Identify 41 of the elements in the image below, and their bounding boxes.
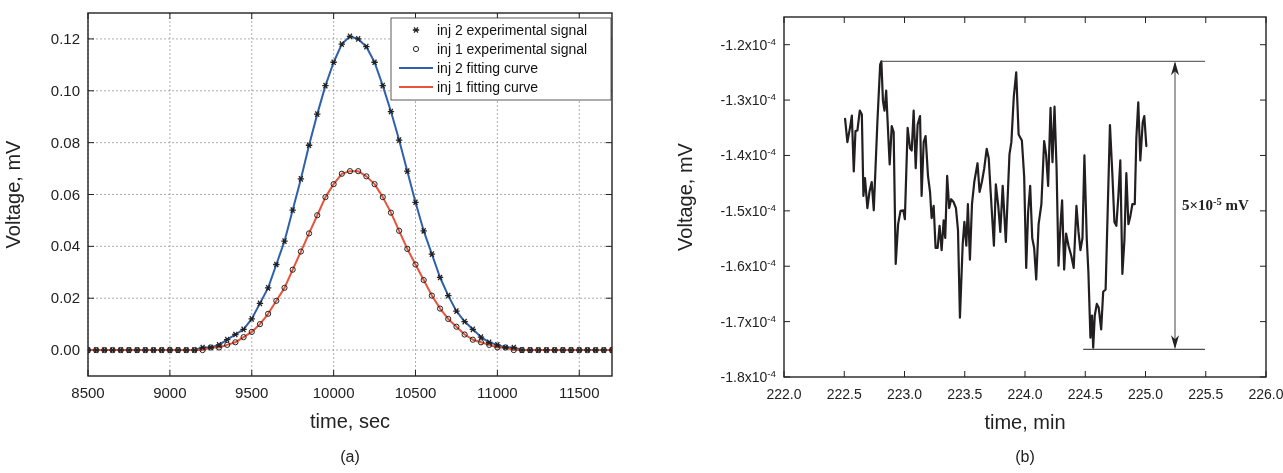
y-tick-label: 0.02 [50,289,80,307]
x-axis-title: time, min [984,411,1066,433]
x-tick-label: 9000 [153,384,187,401]
x-tick-label: 222.0 [766,386,802,402]
y-tick-label: 0.08 [50,133,80,151]
x-tick-label: 224.0 [1007,386,1043,402]
text: (b) [1015,448,1035,465]
y-tick-label: -1.6x10$^{-4}$ [720,256,777,275]
y-tick-label: 0.06 [50,185,80,203]
x-tick-label: 10000 [312,384,355,401]
y-tick-label: -1.4x10$^{-4}$ [720,145,777,164]
x-tick-label: 223.0 [886,386,923,402]
y-tick-label: -1.2x10$^{-4}$ [720,35,777,53]
legend-label: inj 1 experimental signal [437,41,588,57]
y-tick-label: 0.12 [50,29,80,47]
y-tick-label: -1.5x10$^{-4}$ [720,201,777,219]
y-axis-title: Voltage, mV [2,139,24,249]
x-tick-label: 223.5 [947,386,983,402]
x-tick-label: 225.5 [1188,386,1224,402]
y-tick-label: 0.04 [50,237,80,255]
y-tick-label: -1.7x10$^{-4}$ [720,312,777,330]
annotation: 5×10$^{-5}$ mV [1182,195,1250,214]
x-tick-label: 222.5 [826,386,862,402]
x-tick-label: 226.0 [1248,386,1283,402]
y-tick-label: -1.8x10$^{-4}$ [720,367,777,385]
x-axis-title: time, sec [309,410,391,432]
x-tick-label: 224.5 [1067,386,1103,402]
y-axis-title: Voltage, mV [674,142,696,251]
x-tick-label: 10500 [394,384,437,401]
x-tick-label: 8500 [71,384,105,401]
y-tick-label: 0.00 [50,341,80,359]
x-tick-label: 225.0 [1127,386,1164,402]
x-tick-label: 9500 [235,384,269,401]
legend-label: inj 2 fitting curve [437,60,539,76]
legend-label: inj 1 fitting curve [437,79,539,95]
text: (a) [340,448,360,465]
x-tick-label: 11500 [558,384,600,401]
y-tick-label: -1.3x10$^{-4}$ [720,90,777,109]
y-tick-label: 0.10 [50,81,80,99]
x-tick-label: 11000 [477,384,518,401]
legend-label: inj 2 experimental signal [437,22,588,38]
